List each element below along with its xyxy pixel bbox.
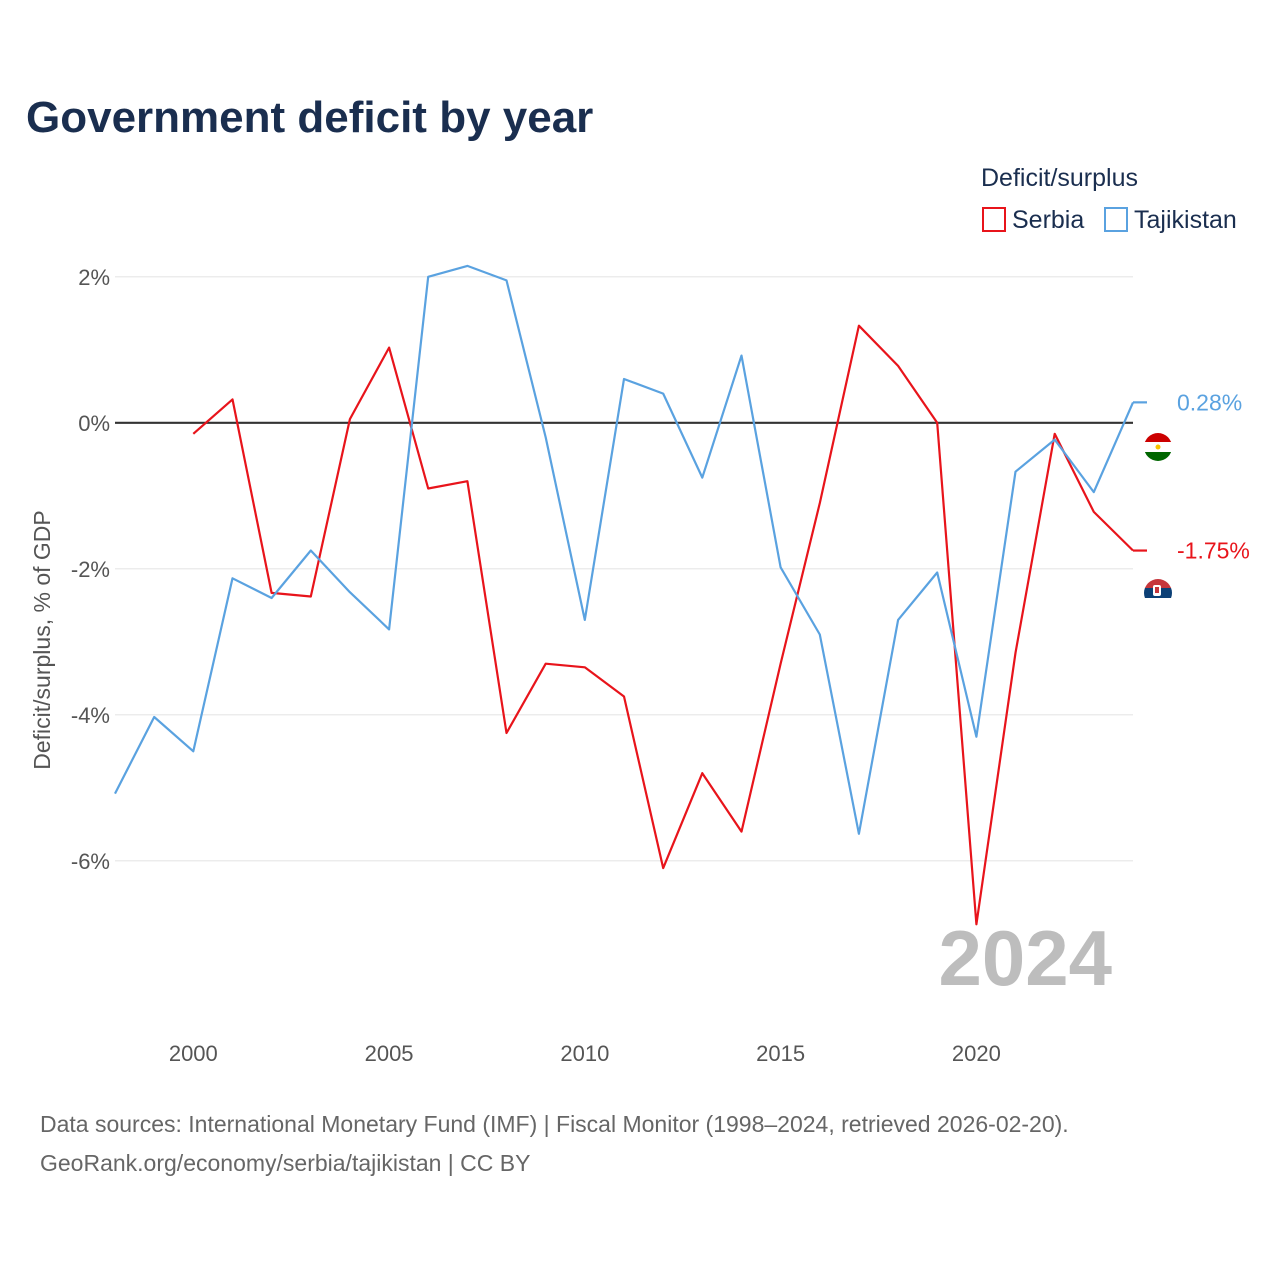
x-tick-label: 2020 [952,1041,1001,1066]
y-tick-label: -6% [71,849,110,874]
serbia-flag-icon [1144,579,1172,607]
y-axis-ticks: 2% 0% -2% -4% -6% [71,265,110,874]
y-tick-label: -2% [71,557,110,582]
legend-label-tajikistan[interactable]: Tajikistan [1134,206,1237,234]
legend-swatch-serbia[interactable] [982,207,1006,232]
x-axis-ticks: 2000 2005 2010 2015 2020 [169,1041,1001,1066]
y-axis-label: Deficit/surplus, % of GDP [29,510,55,769]
end-label-serbia: -1.75% [1177,538,1250,564]
end-labels: -1.75% 0.28% [1133,389,1250,564]
x-tick-label: 2005 [365,1041,414,1066]
x-tick-label: 2010 [560,1041,609,1066]
legend-label-serbia[interactable]: Serbia [1012,206,1084,234]
legend-title: Deficit/surplus [981,164,1138,192]
chart-title: Government deficit by year [26,93,593,142]
y-tick-label: 2% [78,265,110,290]
x-tick-label: 2000 [169,1041,218,1066]
y-tick-label: -4% [71,703,110,728]
source-line-1: Data sources: International Monetary Fun… [40,1111,1069,1137]
legend: Deficit/surplus Serbia Tajikistan [981,164,1237,234]
y-tick-label: 0% [78,411,110,436]
end-label-tajikistan: 0.28% [1177,389,1242,415]
source-line-2[interactable]: GeoRank.org/economy/serbia/tajikistan | … [40,1150,530,1176]
series-line-tajikistan[interactable] [114,264,1135,835]
x-tick-label: 2015 [756,1041,805,1066]
tajikistan-flag-icon [1144,433,1172,461]
series-lines [114,264,1135,926]
legend-swatch-tajikistan[interactable] [1104,207,1128,232]
year-watermark: 2024 [938,914,1112,1002]
gridlines [115,276,1133,862]
series-line-serbia[interactable] [192,324,1134,926]
